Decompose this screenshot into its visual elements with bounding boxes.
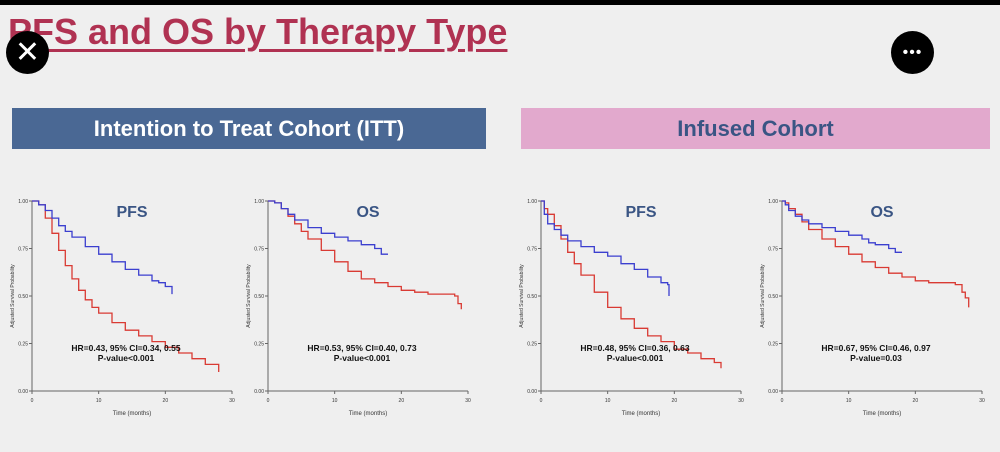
chart-title: OS bbox=[870, 204, 893, 221]
chart-title: OS bbox=[356, 204, 379, 221]
chart-annotation: P-value<0.001 bbox=[607, 353, 664, 363]
chart-annotation: P-value<0.001 bbox=[98, 353, 155, 363]
y-tick-label: 0.50 bbox=[18, 294, 28, 300]
series-line-red bbox=[32, 200, 220, 372]
more-options-icon: ••• bbox=[902, 43, 923, 61]
chart-annotation: P-value=0.03 bbox=[850, 353, 902, 363]
x-tick-label: 30 bbox=[738, 398, 744, 404]
series-line-red bbox=[268, 200, 462, 310]
chart-annotation: HR=0.43, 95% CI=0.34, 0.55 bbox=[71, 343, 180, 353]
y-tick-label: 1.00 bbox=[768, 199, 778, 205]
infused-os-chart: 0 10 20 30 0.00 0.25 0.50 0.75 1.00 Time (months)… bbox=[758, 193, 990, 421]
y-tick-label: 0.25 bbox=[768, 342, 778, 348]
x-axis-label: Time (months) bbox=[863, 411, 901, 417]
chart-title: PFS bbox=[625, 204, 656, 221]
y-axis-label: Adjusted Survival Probability bbox=[519, 264, 525, 328]
x-tick-label: 20 bbox=[913, 398, 919, 404]
close-icon: ✕ bbox=[14, 36, 41, 69]
x-axis-label: Time (months) bbox=[349, 411, 387, 417]
y-tick-label: 1.00 bbox=[18, 199, 28, 205]
series-line-blue bbox=[541, 200, 670, 296]
x-tick-label: 10 bbox=[846, 398, 852, 404]
y-tick-label: 1.00 bbox=[527, 199, 537, 205]
y-axis-label: Adjusted Survival Probability bbox=[10, 264, 16, 328]
y-tick-label: 0.25 bbox=[527, 342, 537, 348]
x-tick-label: 0 bbox=[540, 398, 543, 404]
y-axis-label: Adjusted Survival Probability bbox=[760, 264, 766, 328]
chart-annotation: HR=0.67, 95% CI=0.46, 0.97 bbox=[821, 343, 930, 353]
x-tick-label: 10 bbox=[96, 398, 102, 404]
x-tick-label: 0 bbox=[267, 398, 270, 404]
itt-cohort-banner: Intention to Treat Cohort (ITT) bbox=[12, 108, 486, 149]
y-tick-label: 0.75 bbox=[18, 247, 28, 253]
y-tick-label: 0.00 bbox=[527, 389, 537, 395]
x-tick-label: 30 bbox=[979, 398, 985, 404]
more-options-button[interactable]: ••• bbox=[891, 31, 934, 74]
x-tick-label: 0 bbox=[781, 398, 784, 404]
chart-svg: 0 10 20 30 0.00 0.25 0.50 0.75 1.00 Time (months)… bbox=[760, 199, 985, 417]
itt-pfs-chart: 0 10 20 30 0.00 0.25 0.50 0.75 1.00 Time (months)… bbox=[8, 193, 240, 421]
top-bar bbox=[0, 0, 1000, 5]
x-tick-label: 20 bbox=[163, 398, 169, 404]
series-line-red bbox=[782, 200, 970, 308]
x-tick-label: 10 bbox=[605, 398, 611, 404]
y-tick-label: 0.00 bbox=[254, 389, 264, 395]
x-axis-label: Time (months) bbox=[113, 411, 151, 417]
itt-os-chart: 0 10 20 30 0.00 0.25 0.50 0.75 1.00 Time (months)… bbox=[244, 193, 476, 421]
chart-annotation: P-value<0.001 bbox=[334, 353, 391, 363]
infused-pfs-chart: 0 10 20 30 0.00 0.25 0.50 0.75 1.00 Time (months)… bbox=[517, 193, 749, 421]
y-tick-label: 0.25 bbox=[254, 342, 264, 348]
x-tick-label: 20 bbox=[399, 398, 405, 404]
x-tick-label: 0 bbox=[31, 398, 34, 404]
y-tick-label: 0.25 bbox=[18, 342, 28, 348]
chart-svg: 0 10 20 30 0.00 0.25 0.50 0.75 1.00 Time (months)… bbox=[246, 199, 471, 417]
y-tick-label: 0.75 bbox=[768, 247, 778, 253]
y-tick-label: 0.75 bbox=[254, 247, 264, 253]
x-tick-label: 30 bbox=[465, 398, 471, 404]
chart-svg: 0 10 20 30 0.00 0.25 0.50 0.75 1.00 Time (months)… bbox=[10, 199, 235, 417]
infused-cohort-banner: Infused Cohort bbox=[521, 108, 990, 149]
chart-title: PFS bbox=[116, 204, 147, 221]
chart-annotation: HR=0.48, 95% CI=0.36, 0.63 bbox=[580, 343, 689, 353]
slide-title: PFS and OS by Therapy Type bbox=[8, 11, 508, 52]
series-line-blue bbox=[782, 200, 902, 253]
close-button[interactable]: ✕ bbox=[6, 31, 49, 74]
chart-annotation: HR=0.53, 95% CI=0.40, 0.73 bbox=[307, 343, 416, 353]
x-tick-label: 30 bbox=[229, 398, 235, 404]
series-line-blue bbox=[268, 200, 388, 255]
y-axis-label: Adjusted Survival Probability bbox=[246, 264, 252, 328]
y-tick-label: 0.50 bbox=[527, 294, 537, 300]
y-tick-label: 0.75 bbox=[527, 247, 537, 253]
series-line-blue bbox=[32, 200, 173, 295]
x-axis-label: Time (months) bbox=[622, 411, 660, 417]
chart-svg: 0 10 20 30 0.00 0.25 0.50 0.75 1.00 Time (months)… bbox=[519, 199, 744, 417]
x-tick-label: 10 bbox=[332, 398, 338, 404]
y-tick-label: 1.00 bbox=[254, 199, 264, 205]
y-tick-label: 0.00 bbox=[18, 389, 28, 395]
x-tick-label: 20 bbox=[672, 398, 678, 404]
y-tick-label: 0.50 bbox=[768, 294, 778, 300]
y-tick-label: 0.50 bbox=[254, 294, 264, 300]
y-tick-label: 0.00 bbox=[768, 389, 778, 395]
